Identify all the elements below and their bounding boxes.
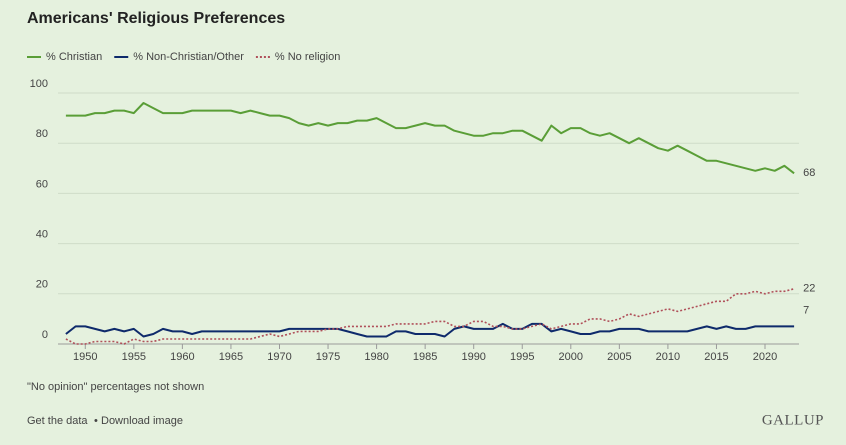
y-tick-label: 100 [30, 78, 48, 90]
x-tick-label: 2005 [607, 351, 631, 363]
x-tick-label: 1980 [364, 351, 388, 363]
brand-logo: GALLUP [762, 412, 824, 428]
x-tick-label: 2015 [704, 351, 728, 363]
x-tick-label: 1990 [461, 351, 485, 363]
separator: • [94, 415, 98, 427]
x-tick-label: 2020 [753, 351, 777, 363]
chart-title: Americans' Religious Preferences [27, 10, 285, 27]
y-tick-label: 40 [36, 229, 48, 241]
legend-label: % Christian [46, 51, 102, 63]
series-line [65, 322, 795, 338]
y-tick-label: 20 [36, 279, 48, 291]
footnote: "No opinion" percentages not shown [27, 381, 204, 393]
end-label: 22 [803, 283, 815, 295]
x-tick-label: 1960 [170, 351, 194, 363]
y-tick-label: 0 [42, 329, 48, 341]
x-tick-label: 1965 [219, 351, 243, 363]
x-tick-label: 1995 [510, 351, 534, 363]
y-tick-label: 80 [36, 128, 48, 140]
series-line [65, 102, 795, 175]
x-tick-label: 1975 [316, 351, 340, 363]
x-tick-label: 2010 [656, 351, 680, 363]
end-label: 68 [803, 167, 815, 179]
x-tick-label: 1955 [122, 351, 146, 363]
legend-label: % No religion [275, 51, 340, 63]
get-data-link[interactable]: Get the data [27, 415, 88, 427]
series-line [65, 288, 795, 345]
x-tick-label: 1985 [413, 351, 437, 363]
x-tick-label: 2000 [559, 351, 583, 363]
x-tick-label: 1970 [267, 351, 291, 363]
legend: % Christian % Non-Christian/Other % No rel… [27, 51, 340, 63]
legend-label: % Non-Christian/Other [133, 51, 244, 63]
y-tick-label: 60 [36, 178, 48, 190]
download-link[interactable]: Download image [101, 415, 183, 427]
x-tick-label: 1950 [73, 351, 97, 363]
end-label: 7 [803, 304, 809, 316]
